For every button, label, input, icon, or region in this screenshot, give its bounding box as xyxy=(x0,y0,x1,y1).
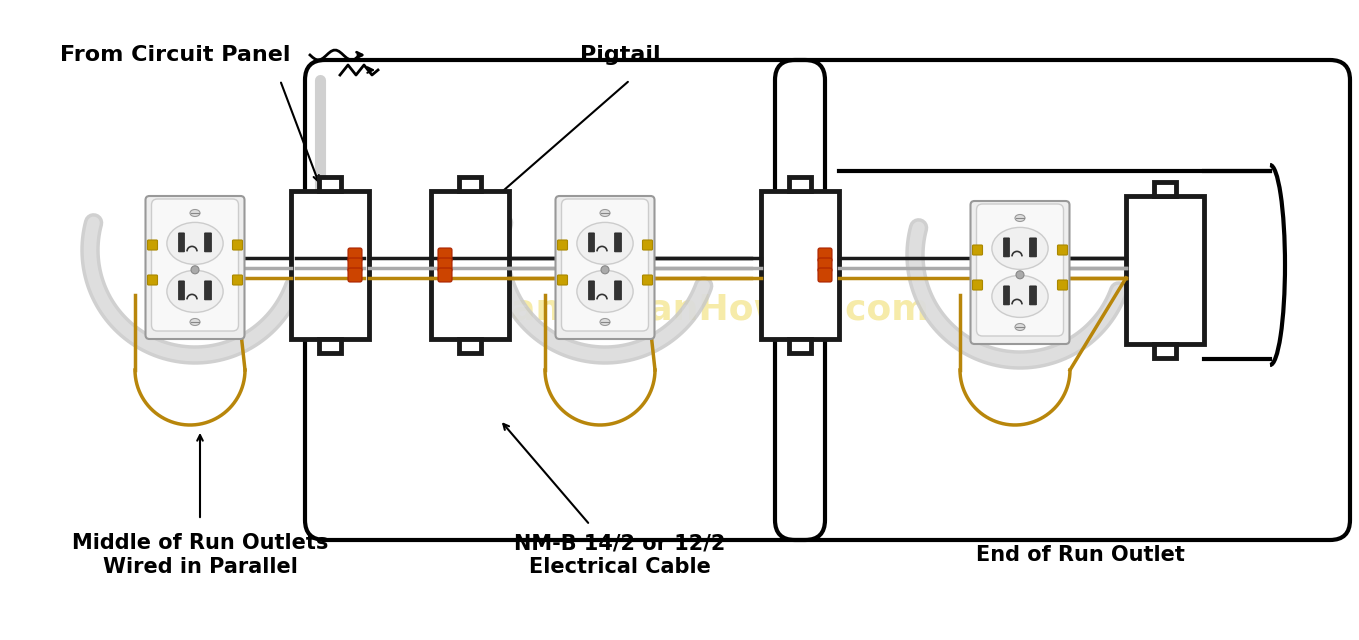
FancyBboxPatch shape xyxy=(204,281,212,300)
FancyBboxPatch shape xyxy=(232,275,242,285)
Text: NM-B 14/2 or 12/2
Electrical Cable: NM-B 14/2 or 12/2 Electrical Cable xyxy=(514,533,726,577)
Bar xyxy=(291,191,370,339)
Ellipse shape xyxy=(1015,323,1025,330)
FancyBboxPatch shape xyxy=(818,258,832,272)
FancyBboxPatch shape xyxy=(232,240,242,250)
Ellipse shape xyxy=(601,209,610,216)
FancyBboxPatch shape xyxy=(178,233,185,252)
Bar xyxy=(459,177,481,191)
FancyBboxPatch shape xyxy=(1003,238,1010,257)
Bar xyxy=(1154,182,1176,196)
FancyBboxPatch shape xyxy=(348,248,361,262)
FancyBboxPatch shape xyxy=(148,275,158,285)
FancyBboxPatch shape xyxy=(561,199,648,331)
FancyBboxPatch shape xyxy=(438,248,453,262)
Ellipse shape xyxy=(1015,214,1025,221)
Bar xyxy=(459,339,481,353)
FancyBboxPatch shape xyxy=(643,240,652,250)
Bar xyxy=(319,177,341,191)
FancyBboxPatch shape xyxy=(818,268,832,282)
Text: © HandymanHowTo.com: © HandymanHowTo.com xyxy=(432,293,928,327)
FancyBboxPatch shape xyxy=(614,233,621,252)
FancyBboxPatch shape xyxy=(977,204,1064,336)
FancyBboxPatch shape xyxy=(1057,245,1068,255)
Ellipse shape xyxy=(190,209,200,216)
FancyBboxPatch shape xyxy=(1030,238,1037,257)
FancyBboxPatch shape xyxy=(151,199,238,331)
FancyBboxPatch shape xyxy=(614,281,621,300)
FancyBboxPatch shape xyxy=(145,196,245,339)
Text: Middle of Run Outlets
Wired in Parallel: Middle of Run Outlets Wired in Parallel xyxy=(72,533,328,577)
FancyBboxPatch shape xyxy=(973,245,983,255)
Circle shape xyxy=(192,266,198,274)
FancyBboxPatch shape xyxy=(643,275,652,285)
Bar xyxy=(1127,196,1204,344)
Ellipse shape xyxy=(167,223,223,264)
FancyBboxPatch shape xyxy=(348,268,361,282)
FancyBboxPatch shape xyxy=(438,258,453,272)
Bar xyxy=(761,191,839,339)
FancyBboxPatch shape xyxy=(1030,286,1037,305)
Bar xyxy=(319,339,341,353)
FancyBboxPatch shape xyxy=(556,196,655,339)
FancyBboxPatch shape xyxy=(438,268,453,282)
Ellipse shape xyxy=(576,270,633,312)
Ellipse shape xyxy=(167,270,223,312)
Ellipse shape xyxy=(190,319,200,326)
Bar xyxy=(1154,344,1176,358)
FancyBboxPatch shape xyxy=(1057,280,1068,290)
FancyBboxPatch shape xyxy=(970,201,1070,344)
FancyBboxPatch shape xyxy=(148,240,158,250)
Text: Pigtail: Pigtail xyxy=(580,45,660,65)
Bar xyxy=(790,339,811,353)
Text: End of Run Outlet: End of Run Outlet xyxy=(976,545,1185,565)
FancyBboxPatch shape xyxy=(557,275,568,285)
Bar xyxy=(431,191,510,339)
FancyBboxPatch shape xyxy=(204,233,212,252)
FancyBboxPatch shape xyxy=(557,240,568,250)
FancyBboxPatch shape xyxy=(973,280,983,290)
Text: From Circuit Panel: From Circuit Panel xyxy=(60,45,291,65)
FancyBboxPatch shape xyxy=(818,248,832,262)
Circle shape xyxy=(1017,271,1023,279)
Circle shape xyxy=(601,266,609,274)
FancyBboxPatch shape xyxy=(588,281,594,300)
FancyBboxPatch shape xyxy=(588,233,594,252)
FancyBboxPatch shape xyxy=(348,258,361,272)
FancyBboxPatch shape xyxy=(1003,286,1010,305)
FancyBboxPatch shape xyxy=(178,281,185,300)
Ellipse shape xyxy=(992,275,1048,317)
Ellipse shape xyxy=(992,227,1048,269)
Bar xyxy=(790,177,811,191)
Ellipse shape xyxy=(576,223,633,264)
Ellipse shape xyxy=(601,319,610,326)
